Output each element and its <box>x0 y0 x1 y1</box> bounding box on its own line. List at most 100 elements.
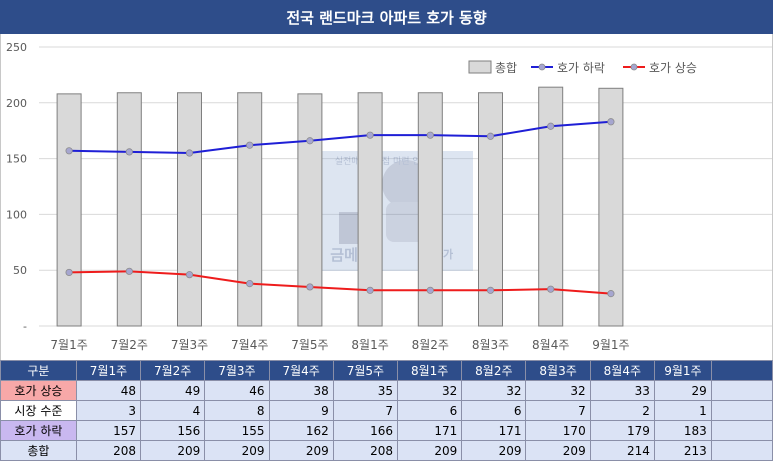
table-header-cell: 9월1주 <box>653 360 712 381</box>
data-point <box>426 131 434 139</box>
table-cell: 155 <box>204 420 270 441</box>
data-point <box>246 141 254 149</box>
table-header-cell: 8월1주 <box>396 360 463 381</box>
table-cell: 170 <box>525 420 591 441</box>
row-label: 호가 하락 <box>0 420 77 441</box>
data-point <box>65 268 73 277</box>
table-cell: 49 <box>140 380 206 401</box>
chart-title-bar: 전국 랜드마크 아파트 호가 동향 <box>0 0 773 34</box>
row-label: 총합 <box>0 440 77 461</box>
data-point <box>547 285 555 293</box>
data-point <box>246 279 254 288</box>
legend: 총합 호가 하락 호가 상승 <box>468 60 697 75</box>
legend-marker <box>630 63 638 71</box>
data-point <box>185 149 194 157</box>
table-cell: 4 <box>140 400 206 421</box>
table-cell: 32 <box>525 380 591 401</box>
x-tick-label: 7월1주 <box>50 338 87 352</box>
table-cell: 7 <box>332 400 399 421</box>
series-line <box>69 120 611 155</box>
legend-label: 호가 하락 <box>557 61 605 75</box>
table-row: 호가 상승 48 49 46 38 35 32 32 32 33 29 <box>0 380 773 401</box>
data-point <box>607 118 615 126</box>
table-header-cell: 7월4주 <box>268 360 334 381</box>
data-point <box>426 286 434 294</box>
y-tick-label: 150 <box>6 153 27 166</box>
x-tick-label: 9월1주 <box>592 338 629 352</box>
data-point <box>125 267 133 275</box>
table-cell: 2 <box>589 400 655 421</box>
table-cell: 209 <box>525 440 591 461</box>
table-cell: 48 <box>75 380 142 401</box>
table-cell: 209 <box>204 440 270 461</box>
data-point <box>366 286 374 294</box>
table-header-cell: 8월3주 <box>525 360 591 381</box>
table-header-cell: 7월2주 <box>140 360 206 381</box>
table-cell: 3 <box>75 400 142 421</box>
bar <box>116 92 142 327</box>
x-tick-label: 8월2주 <box>412 338 449 352</box>
table-cell: 156 <box>140 420 206 441</box>
table-cell: 32 <box>461 380 527 401</box>
bar <box>297 93 323 327</box>
y-tick-label: 50 <box>13 264 27 277</box>
data-point <box>366 131 374 139</box>
line-series <box>65 267 615 298</box>
y-tick-label: 250 <box>6 41 27 54</box>
data-point <box>65 147 73 155</box>
table-cell: 208 <box>332 440 399 461</box>
table-cell: 208 <box>75 440 142 461</box>
table-header-cell <box>710 360 773 381</box>
x-tick-label: 7월5주 <box>291 338 328 352</box>
data-point <box>607 290 615 298</box>
x-tick-label: 8월3주 <box>472 338 509 352</box>
bar <box>56 93 82 327</box>
bar <box>237 92 263 327</box>
table-cell: 7 <box>525 400 591 421</box>
table-header-cell: 8월4주 <box>589 360 655 381</box>
x-tick-label: 8월1주 <box>351 338 388 352</box>
legend-swatch <box>468 60 492 74</box>
table-cell: 162 <box>268 420 334 441</box>
data-point <box>125 148 133 156</box>
y-tick-label: 200 <box>6 97 27 110</box>
row-label: 호가 상승 <box>0 380 77 401</box>
table-cell: 179 <box>589 420 655 441</box>
table-cell: 9 <box>268 400 334 421</box>
table-cell: 171 <box>461 420 527 441</box>
data-point <box>306 283 314 291</box>
x-tick-label: 7월4주 <box>231 338 268 352</box>
legend-label: 총합 <box>495 61 517 75</box>
x-tick-label: 7월2주 <box>111 338 148 352</box>
table-row: 호가 하락 157 156 155 162 166 171 171 170 179 183 <box>0 420 773 441</box>
table-cell: 214 <box>589 440 655 461</box>
chart-area: 250 200 150 100 50- 실전매매 내 집 마련 인생기 금메달 사가 7월1주 7… <box>0 34 773 360</box>
bar-series <box>56 86 624 327</box>
table-cell: 209 <box>461 440 527 461</box>
bar <box>598 87 624 327</box>
legend-marker <box>538 63 546 71</box>
table-cell: 213 <box>653 440 712 461</box>
table-cell <box>710 420 773 441</box>
data-point <box>486 132 495 140</box>
table-row: 시장 수준 3 4 8 9 7 6 6 7 2 1 <box>0 400 773 421</box>
table-header-label: 구분 <box>0 360 77 381</box>
data-point <box>306 137 314 145</box>
table-header-cell: 7월5주 <box>332 360 399 381</box>
line-series <box>65 118 615 157</box>
table-cell <box>710 440 773 461</box>
table-cell: 38 <box>268 380 334 401</box>
table-cell: 46 <box>204 380 270 401</box>
x-axis: 7월1주 7월2주 7월3주 7월4주 7월5주 8월1주 8월2주 8월3주 8월4주 9월1주 <box>50 338 629 352</box>
table-cell: 8 <box>204 400 270 421</box>
y-axis: 250 200 150 100 50 - <box>6 41 772 333</box>
chart-title: 전국 랜드마크 아파트 호가 동향 <box>286 8 487 27</box>
data-table: 구분 7월1주 7월2주 7월3주 7월4주 7월5주 8월1주 8월2주 8월3주 8월4주 9월… <box>0 360 773 461</box>
table-row: 총합 208 209 209 209 208 209 209 209 214 213 <box>0 440 773 461</box>
table-cell: 6 <box>461 400 527 421</box>
x-tick-label: 7월3주 <box>171 338 208 352</box>
bar <box>177 92 202 327</box>
table-cell: 33 <box>589 380 655 401</box>
